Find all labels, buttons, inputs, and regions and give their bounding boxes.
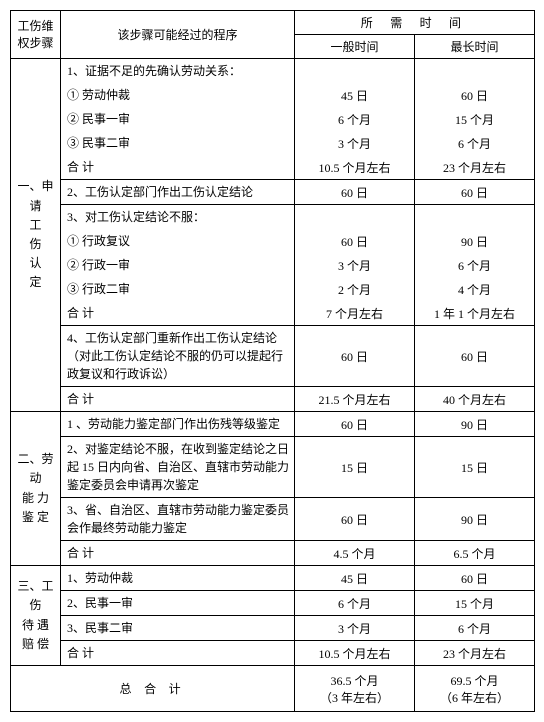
time-general: 10.5 个月左右 xyxy=(295,155,415,180)
time-general: 4.5 个月 xyxy=(295,541,415,566)
time-general: 60 日 xyxy=(295,326,415,387)
step-cell: 3、省、自治区、直辖市劳动能力鉴定委员会作最终劳动能力鉴定 xyxy=(61,498,295,541)
step-cell: 2、对鉴定结论不服，在收到鉴定结论之日起 15 日内向省、自治区、直辖市劳动能力… xyxy=(61,437,295,498)
grand-total-max: 69.5 个月（6 年左右） xyxy=(415,666,535,712)
main-table: 工伤维 权步骤该步骤可能经过的程序所 需 时 间一般时间最长时间一、申请工伤认定… xyxy=(10,10,535,712)
step-cell: ② 民事一审 xyxy=(61,107,295,131)
time-max: 60 日 xyxy=(415,566,535,591)
grand-total-general: 36.5 个月（3 年左右） xyxy=(295,666,415,712)
time-general: 60 日 xyxy=(295,180,415,205)
step-cell: 合 计 xyxy=(61,301,295,326)
section-label: 三、工伤待 遇赔 偿 xyxy=(11,566,61,666)
time-general: 21.5 个月左右 xyxy=(295,387,415,412)
time-max xyxy=(415,205,535,230)
time-max: 90 日 xyxy=(415,229,535,253)
col-step: 工伤维 权步骤 xyxy=(11,11,61,59)
step-cell: ③ 行政二审 xyxy=(61,277,295,301)
time-general: 60 日 xyxy=(295,412,415,437)
time-general xyxy=(295,59,415,84)
col-time: 所 需 时 间 xyxy=(295,11,535,35)
col-proc: 该步骤可能经过的程序 xyxy=(61,11,295,59)
grand-total-label: 总 合 计 xyxy=(11,666,295,712)
time-general: 7 个月左右 xyxy=(295,301,415,326)
section-label: 二、劳动能 力鉴 定 xyxy=(11,412,61,566)
step-cell: 1 、劳动能力鉴定部门作出伤残等级鉴定 xyxy=(61,412,295,437)
col-general: 一般时间 xyxy=(295,35,415,59)
time-max: 23 个月左右 xyxy=(415,641,535,666)
time-max: 60 日 xyxy=(415,83,535,107)
time-general: 45 日 xyxy=(295,83,415,107)
step-cell: ③ 民事二审 xyxy=(61,131,295,155)
time-general: 45 日 xyxy=(295,566,415,591)
time-max: 1 年 1 个月左右 xyxy=(415,301,535,326)
time-general: 3 个月 xyxy=(295,616,415,641)
time-max: 6 个月 xyxy=(415,131,535,155)
time-general: 60 日 xyxy=(295,229,415,253)
step-cell: 3、民事二审 xyxy=(61,616,295,641)
time-max: 90 日 xyxy=(415,412,535,437)
time-max: 6 个月 xyxy=(415,253,535,277)
time-max: 23 个月左右 xyxy=(415,155,535,180)
step-cell: 3、对工伤认定结论不服： xyxy=(61,205,295,230)
step-cell: 2、民事一审 xyxy=(61,591,295,616)
time-max: 15 日 xyxy=(415,437,535,498)
time-max: 90 日 xyxy=(415,498,535,541)
section-label: 一、申请工伤认定 xyxy=(11,59,61,412)
step-cell: 合 计 xyxy=(61,541,295,566)
step-cell: 1、证据不足的先确认劳动关系： xyxy=(61,59,295,84)
time-max: 15 个月 xyxy=(415,591,535,616)
step-cell: 合 计 xyxy=(61,155,295,180)
step-cell: ② 行政一审 xyxy=(61,253,295,277)
time-general: 60 日 xyxy=(295,498,415,541)
step-cell: 4、工伤认定部门重新作出工伤认定结论（对此工伤认定结论不服的仍可以提起行政复议和… xyxy=(61,326,295,387)
time-general: 3 个月 xyxy=(295,131,415,155)
time-general: 15 日 xyxy=(295,437,415,498)
time-max: 4 个月 xyxy=(415,277,535,301)
step-cell: 2、工伤认定部门作出工伤认定结论 xyxy=(61,180,295,205)
time-general xyxy=(295,205,415,230)
step-cell: 1、劳动仲裁 xyxy=(61,566,295,591)
step-cell: ① 行政复议 xyxy=(61,229,295,253)
time-general: 10.5 个月左右 xyxy=(295,641,415,666)
time-general: 3 个月 xyxy=(295,253,415,277)
time-general: 2 个月 xyxy=(295,277,415,301)
time-max xyxy=(415,59,535,84)
time-max: 40 个月左右 xyxy=(415,387,535,412)
time-max: 15 个月 xyxy=(415,107,535,131)
col-max: 最长时间 xyxy=(415,35,535,59)
time-max: 6 个月 xyxy=(415,616,535,641)
time-max: 60 日 xyxy=(415,180,535,205)
time-general: 6 个月 xyxy=(295,591,415,616)
step-cell: 合 计 xyxy=(61,387,295,412)
time-max: 6.5 个月 xyxy=(415,541,535,566)
time-general: 6 个月 xyxy=(295,107,415,131)
step-cell: ① 劳动仲裁 xyxy=(61,83,295,107)
step-cell: 合 计 xyxy=(61,641,295,666)
time-max: 60 日 xyxy=(415,326,535,387)
